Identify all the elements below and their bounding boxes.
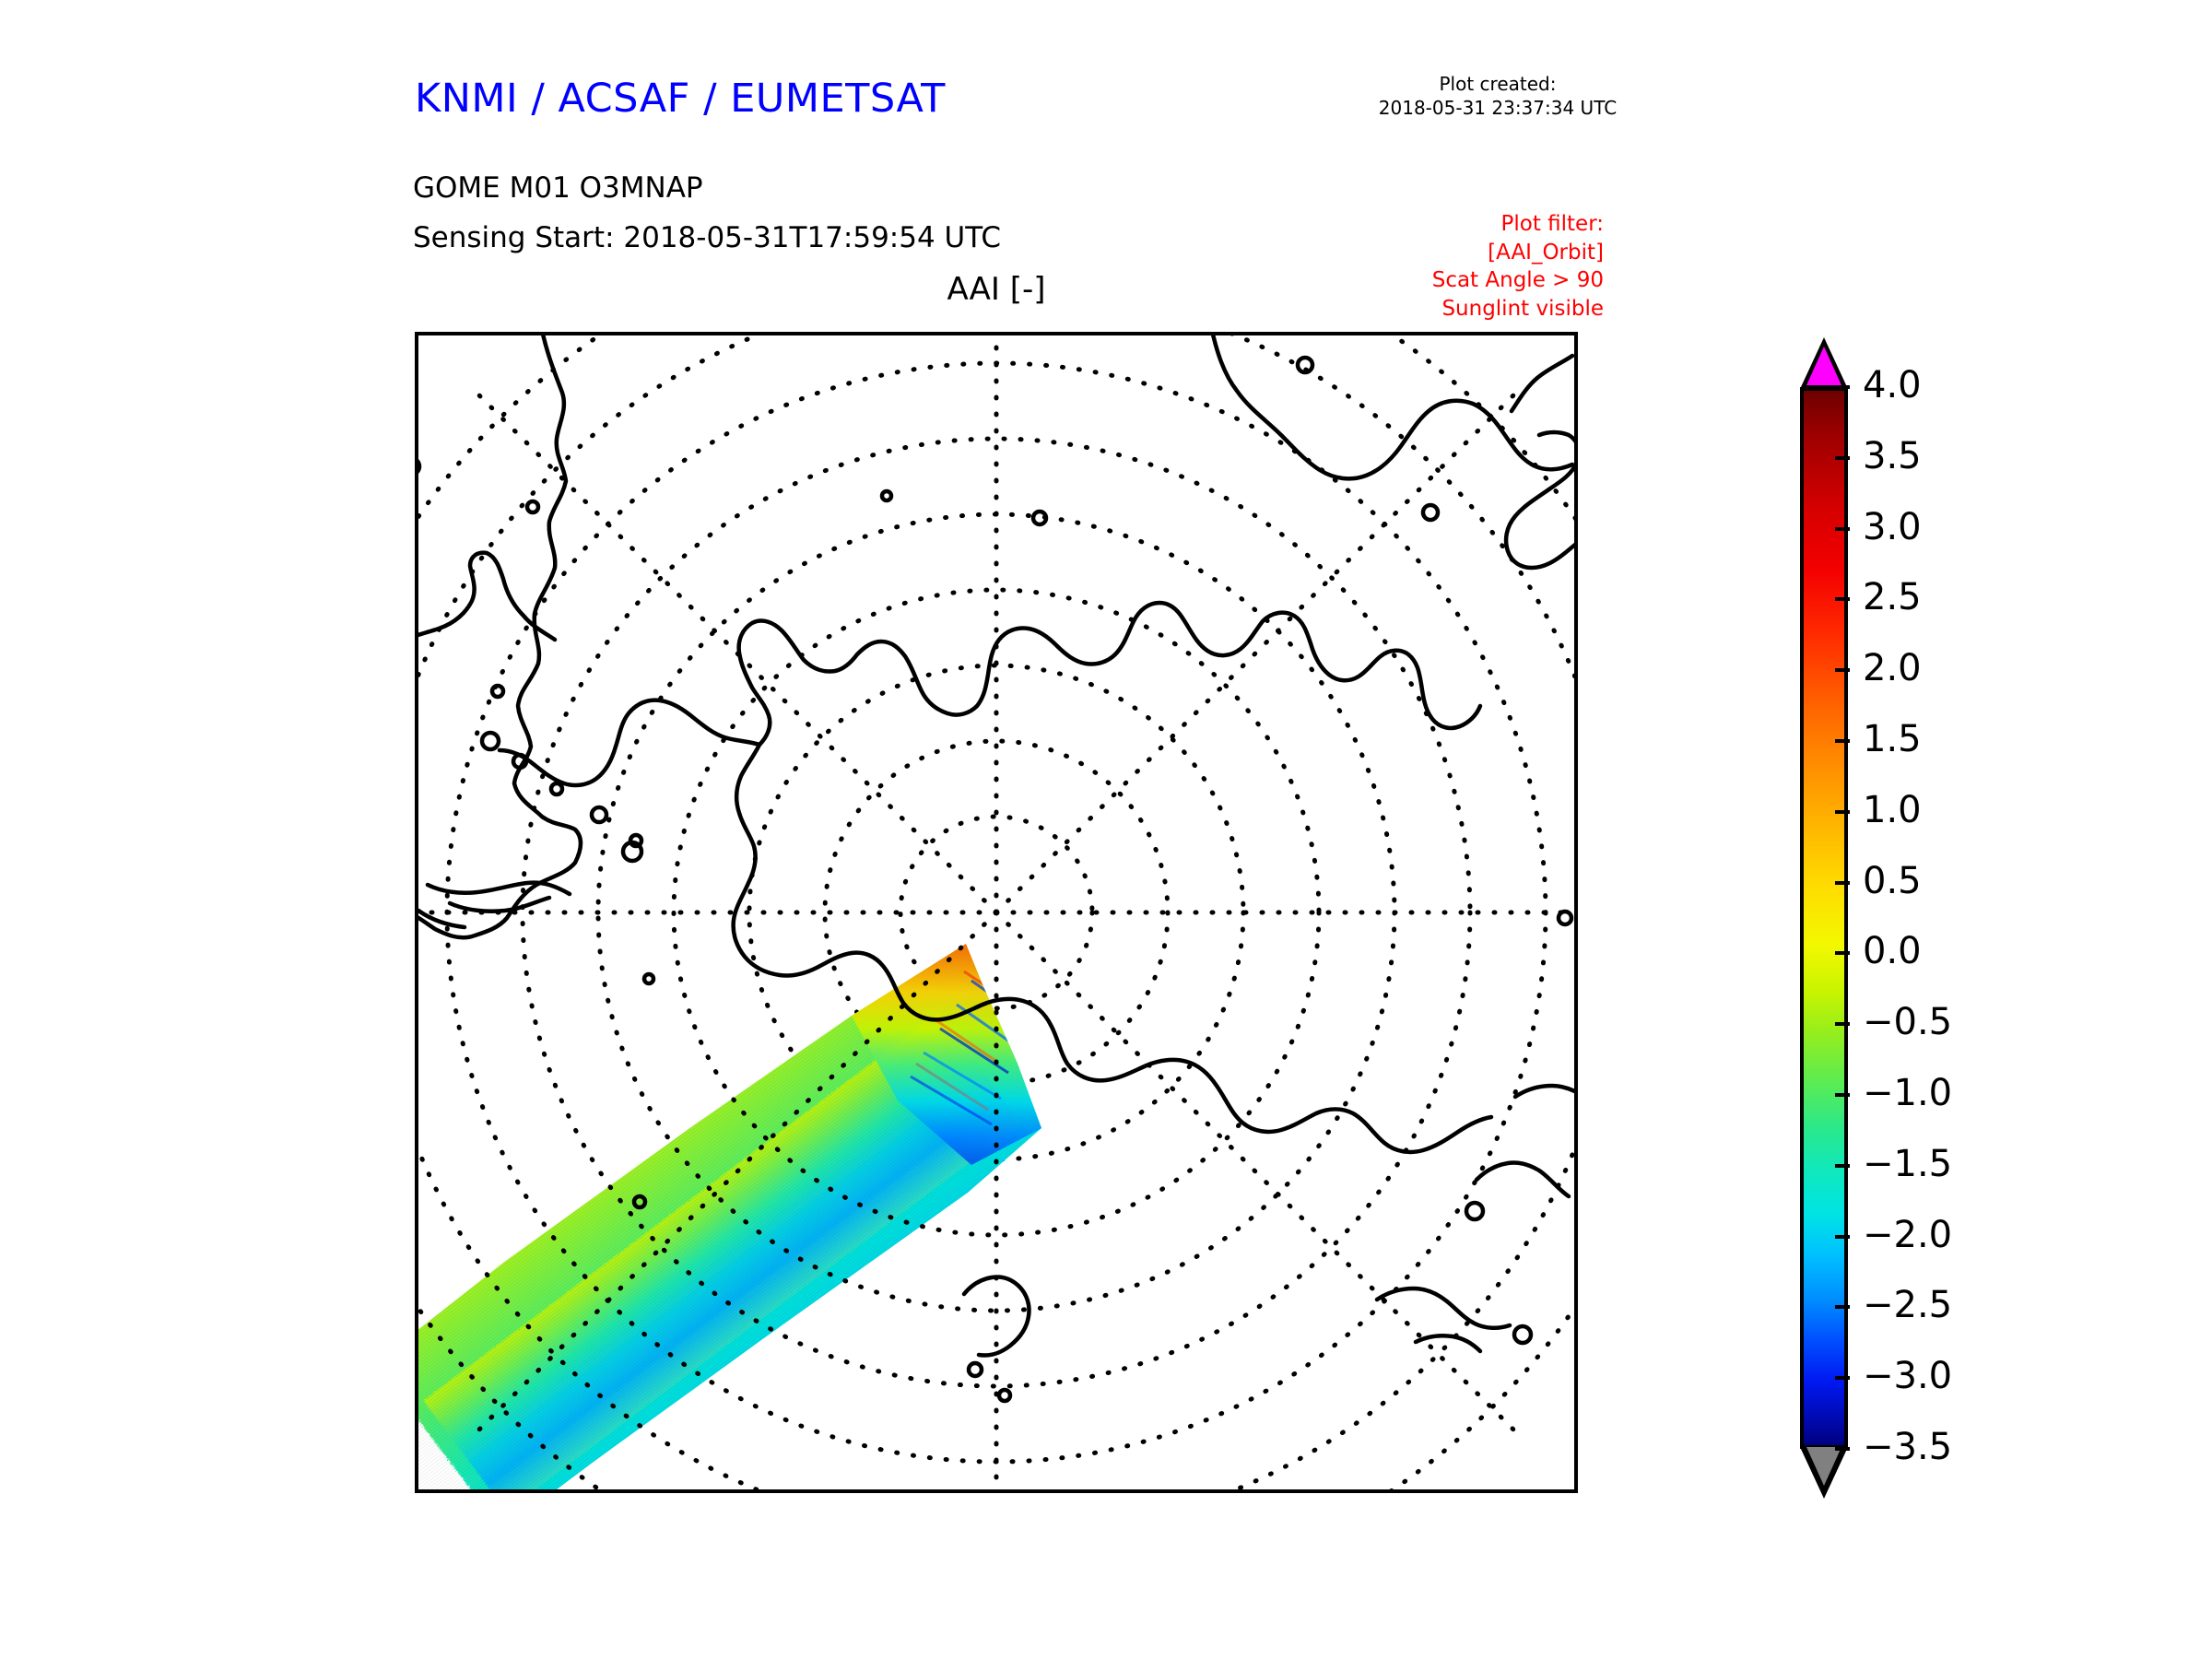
island-speck	[1512, 1324, 1534, 1346]
colorbar-tick-mark	[1835, 1447, 1850, 1451]
colorbar-tick-label: 1.5	[1863, 718, 1922, 760]
island-speck	[628, 832, 644, 849]
coastline-chile-west	[418, 550, 558, 642]
plot-filter-label: Plot filter:	[1500, 212, 1604, 236]
colorbar-tick-label: −0.5	[1863, 1001, 1953, 1044]
colorbar-tick-mark	[1835, 739, 1850, 743]
island-speck	[489, 683, 506, 700]
colorbar-tick-label: −2.5	[1863, 1284, 1953, 1327]
colorbar-tick-mark	[1835, 1163, 1850, 1168]
plot-filter-block: Plot filter: [AAI_Orbit] Scat Angle > 90…	[1346, 210, 1604, 323]
colorbar-tick-label: −3.5	[1863, 1426, 1953, 1468]
aai-swath-data	[418, 944, 1041, 1489]
island-speck	[1295, 355, 1315, 375]
coastline-antarctica	[736, 600, 1483, 747]
island-speck	[1464, 1200, 1486, 1222]
colorbar[interactable]: 4.0 3.5 3.0 2.5 2.0 1.5 1.0 0.5 0.0 −0.5 −1.0 −1.5 −…	[1793, 330, 2180, 1499]
map-canvas	[418, 335, 1574, 1489]
coastline-antarctica-south	[731, 742, 1494, 1155]
colorbar-tick-label: −1.0	[1863, 1072, 1953, 1114]
island-speck	[966, 1360, 984, 1379]
coastlines	[418, 335, 1574, 1404]
island-speck	[631, 1194, 648, 1210]
plot-filter-name: [AAI_Orbit]	[1488, 240, 1604, 265]
colorbar-gradient	[1800, 387, 1848, 1449]
map-plot-area[interactable]	[415, 332, 1578, 1493]
island-kerguelen	[1420, 502, 1441, 523]
colorbar-tick-mark	[1835, 597, 1850, 602]
colorbar-tick-label: −1.5	[1863, 1142, 1953, 1185]
colorbar-tick-label: 1.0	[1863, 788, 1922, 831]
island-speck	[641, 971, 656, 986]
coastline-south-america	[418, 335, 583, 940]
plot-filter-sunglint: Sunglint visible	[1441, 296, 1604, 321]
colorbar-tick-mark	[1835, 1022, 1850, 1027]
colorbar-tick-mark	[1835, 1234, 1850, 1239]
colorbar-tick-label: −3.0	[1863, 1355, 1953, 1398]
colorbar-tick-mark	[1835, 455, 1850, 460]
colorbar-tick-label: 4.0	[1863, 364, 1922, 406]
colorbar-tick-mark	[1835, 1376, 1850, 1381]
island-speck	[479, 730, 501, 752]
colorbar-tick-label: 2.0	[1863, 647, 1922, 690]
plot-created-block: Plot created: 2018-05-31 23:37:34 UTC	[1318, 72, 1677, 121]
coastline-africa	[1210, 335, 1574, 481]
island-speck	[589, 805, 609, 825]
product-name: GOME M01 O3MNAP	[413, 171, 703, 205]
island-speck	[418, 459, 422, 474]
colorbar-tick-mark	[1835, 668, 1850, 673]
plot-filter-scat-angle: Scat Angle > 90	[1431, 268, 1604, 293]
plot-created-value: 2018-05-31 23:37:34 UTC	[1378, 97, 1618, 120]
island-speck	[879, 488, 894, 503]
colorbar-tick-mark	[1835, 1093, 1850, 1097]
colorbar-tick-mark	[1835, 880, 1850, 885]
coastline-islands-cluster	[961, 1275, 1031, 1358]
colorbar-tick-mark	[1835, 809, 1850, 814]
island-speck	[996, 1387, 1013, 1404]
coastline-madagascar	[1503, 429, 1574, 571]
coastline-tierra-del-fuego	[425, 880, 572, 897]
island-south-georgia	[524, 499, 541, 515]
colorbar-tick-label: 2.5	[1863, 576, 1922, 619]
colorbar-tick-mark	[1835, 526, 1850, 531]
colorbar-tick-mark	[1835, 1305, 1850, 1310]
coastline-new-zealand	[1374, 1286, 1512, 1330]
coastline-tasmania	[1474, 1160, 1571, 1199]
sensing-start: Sensing Start: 2018-05-31T17:59:54 UTC	[413, 221, 1001, 254]
island-speck	[1556, 909, 1574, 927]
colorbar-under-arrow	[1806, 1447, 1841, 1486]
colorbar-tick-label: −2.0	[1863, 1213, 1953, 1256]
colorbar-tick-mark	[1835, 385, 1850, 389]
coastline-africa-east	[1509, 353, 1574, 414]
coastline-australia-se	[1512, 1083, 1574, 1100]
coastline-antarctic-peninsula	[497, 698, 762, 788]
colorbar-tick-label: 3.5	[1863, 434, 1922, 477]
island-speck	[548, 781, 565, 797]
colorbar-over-arrow	[1806, 347, 1841, 385]
organisation-title: KNMI / ACSAF / EUMETSAT	[415, 76, 946, 122]
plot-created-label: Plot created:	[1439, 73, 1557, 95]
island-speck	[511, 752, 529, 771]
island-bouvet	[1030, 509, 1049, 527]
colorbar-tick-label: 0.0	[1863, 930, 1922, 973]
colorbar-tick-label: 0.5	[1863, 859, 1922, 902]
page-title: AAI [-]	[947, 271, 1046, 308]
colorbar-tick-mark	[1835, 951, 1850, 956]
colorbar-tick-label: 3.0	[1863, 505, 1922, 548]
